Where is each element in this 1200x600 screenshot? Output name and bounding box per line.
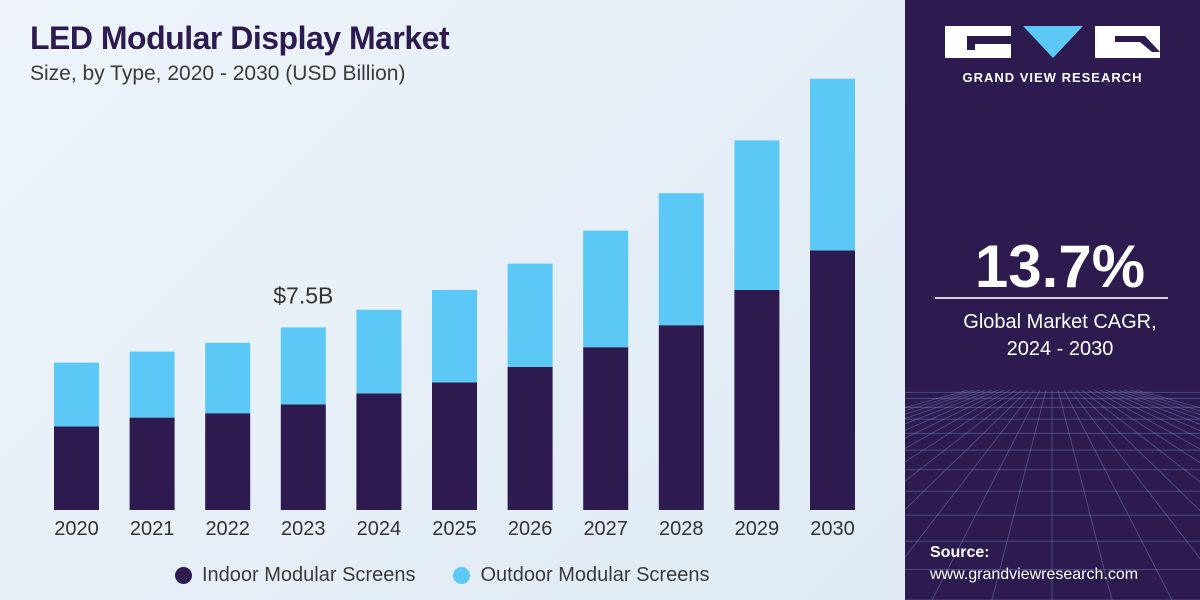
source-label: Source: <box>930 544 990 561</box>
cagr-label-line1: Global Market CAGR, <box>963 311 1157 333</box>
cagr-label-line2: 2024 - 2030 <box>1006 338 1114 360</box>
x-tick-label-2029: 2029 <box>735 518 780 540</box>
legend-label-indoor: Indoor Modular Screens <box>202 563 416 586</box>
grid-floor-graphic <box>905 390 1200 600</box>
bar-indoor-2020 <box>54 426 99 510</box>
bar-indoor-2026 <box>507 367 553 510</box>
bar-outdoor-2020 <box>54 362 99 427</box>
side-panel: GRAND VIEW RESEARCH 13.7% Global Market … <box>905 0 1200 600</box>
x-tick-label-2022: 2022 <box>205 518 250 540</box>
stacked-bar-chart: 2020 2021 2022 2023 2024 2025 2026 2027 2028 2029… <box>54 78 855 540</box>
chart-subtitle: Size, by Type, 2020 - 2030 (USD Billion) <box>30 62 406 85</box>
data-label-2023: $7.5B <box>273 282 333 308</box>
bar-indoor-2030 <box>810 250 855 510</box>
chart-title: LED Modular Display Market <box>30 20 450 56</box>
x-tick-label-2023: 2023 <box>281 518 326 540</box>
x-tick-label-2025: 2025 <box>432 518 477 540</box>
x-tick-label-2020: 2020 <box>54 518 99 540</box>
legend-label-outdoor: Outdoor Modular Screens <box>480 563 710 586</box>
bar-indoor-2023 <box>280 404 326 510</box>
bar-indoor-2029 <box>734 290 780 510</box>
bar-outdoor-2028 <box>658 193 704 326</box>
cagr-label: Global Market CAGR, 2024 - 2030 <box>905 309 1200 363</box>
x-tick-label-2028: 2028 <box>659 518 704 540</box>
bar-outdoor-2025 <box>432 290 477 383</box>
legend-item-indoor: Indoor Modular Screens <box>175 564 415 587</box>
chart-panel: LED Modular Display Market Size, by Type… <box>0 0 905 600</box>
bar-indoor-2027 <box>583 347 629 510</box>
x-tick-label-2026: 2026 <box>508 518 553 540</box>
cagr-value: 13.7% <box>974 233 1146 300</box>
bar-outdoor-2030 <box>810 78 855 251</box>
x-tick-label-2021: 2021 <box>130 518 175 540</box>
legend-item-outdoor: Outdoor Modular Screens <box>453 564 709 587</box>
bar-outdoor-2021 <box>129 351 175 418</box>
source-link[interactable]: www.grandviewresearch.com <box>930 566 1139 583</box>
chart-legend: Indoor Modular Screens Outdoor Modular S… <box>175 562 709 588</box>
legend-swatch-outdoor <box>453 566 471 584</box>
bar-outdoor-2027 <box>583 230 629 348</box>
bar-indoor-2021 <box>129 417 175 510</box>
bar-indoor-2022 <box>205 413 251 510</box>
x-tick-label-2030: 2030 <box>810 518 855 540</box>
legend-swatch-indoor <box>175 566 192 584</box>
bar-outdoor-2029 <box>734 140 780 290</box>
bar-outdoor-2023 <box>280 327 326 405</box>
brand-name: GRAND VIEW RESEARCH <box>962 70 1143 85</box>
bar-indoor-2024 <box>356 393 402 510</box>
divider <box>935 297 1168 299</box>
bar-outdoor-2026 <box>507 263 553 367</box>
x-tick-label-2024: 2024 <box>357 518 402 540</box>
bar-outdoor-2022 <box>205 342 251 414</box>
bar-outdoor-2024 <box>356 309 402 394</box>
bar-indoor-2025 <box>432 382 477 510</box>
x-tick-label-2027: 2027 <box>583 518 628 540</box>
bar-indoor-2028 <box>658 325 704 510</box>
grand-view-research-logo <box>945 26 1160 58</box>
